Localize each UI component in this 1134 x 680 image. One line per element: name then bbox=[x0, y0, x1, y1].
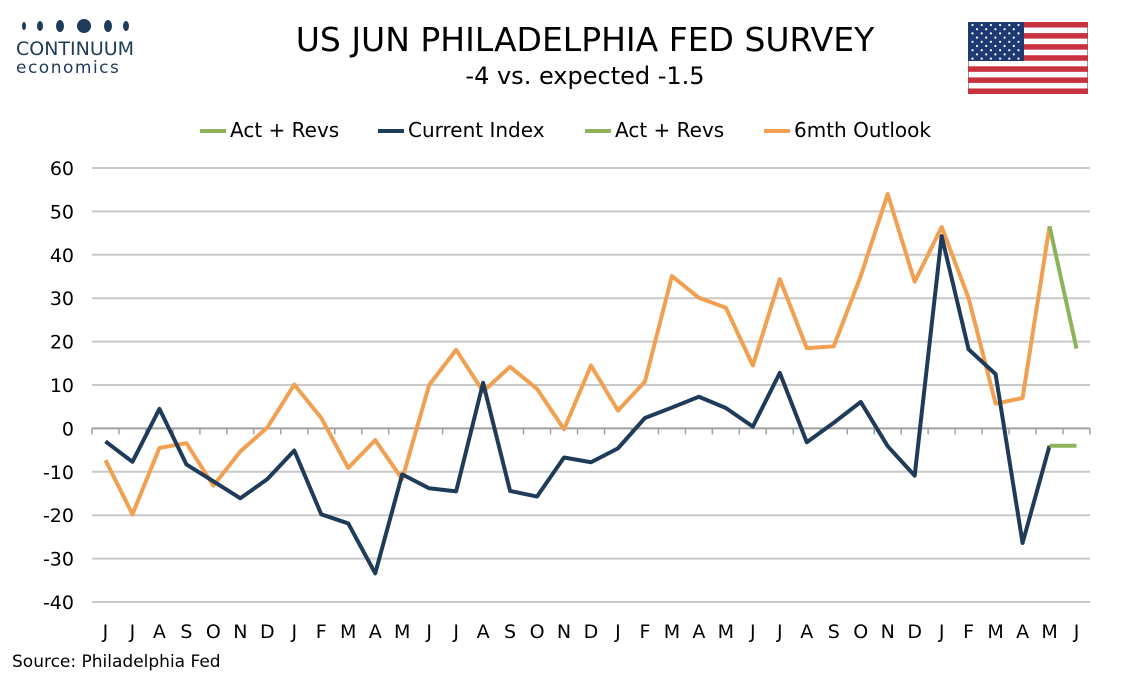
x-tick-label: O bbox=[206, 621, 221, 643]
x-tick-label: A bbox=[153, 621, 166, 643]
source-note: Source: Philadelphia Fed bbox=[12, 652, 221, 672]
x-tick-label: J bbox=[129, 621, 136, 643]
x-tick-label: F bbox=[639, 621, 650, 643]
logo-dots-icon bbox=[22, 19, 129, 33]
legend-swatch bbox=[200, 129, 226, 133]
legend-label: 6mth Outlook bbox=[794, 118, 931, 142]
brand-logo: CONTINUUM economics bbox=[12, 14, 142, 84]
x-tick-label: A bbox=[1016, 621, 1029, 643]
legend-swatch bbox=[585, 129, 611, 133]
x-tick-label: D bbox=[260, 621, 275, 643]
x-tick-label: S bbox=[828, 621, 840, 643]
y-tick-label: -30 bbox=[43, 549, 74, 571]
us-flag-icon bbox=[968, 22, 1088, 94]
x-tick-label: M bbox=[1041, 621, 1057, 643]
x-tick-label: M bbox=[340, 621, 356, 643]
x-tick-label: S bbox=[180, 621, 192, 643]
legend-label: Current Index bbox=[408, 118, 545, 142]
y-tick-label: 60 bbox=[50, 158, 74, 180]
x-tick-label: F bbox=[963, 621, 974, 643]
x-tick-label: A bbox=[369, 621, 382, 643]
y-tick-label: 50 bbox=[50, 201, 74, 223]
x-tick-label: A bbox=[800, 621, 813, 643]
y-tick-label: 40 bbox=[50, 245, 74, 267]
y-tick-label: 10 bbox=[50, 375, 74, 397]
x-tick-label: J bbox=[749, 621, 756, 643]
series-line-current-index bbox=[104, 234, 1052, 576]
x-tick-label: N bbox=[881, 621, 895, 643]
x-tick-label: A bbox=[692, 621, 705, 643]
chart-title: US JUN PHILADELPHIA FED SURVEY bbox=[295, 20, 875, 59]
y-tick-label: 30 bbox=[50, 288, 74, 310]
series-line-6mth-outlook bbox=[103, 192, 1052, 517]
x-tick-label: O bbox=[530, 621, 545, 643]
brand-sub: economics bbox=[16, 58, 121, 78]
brand-name: CONTINUUM bbox=[16, 38, 135, 60]
x-tick-label: M bbox=[987, 621, 1003, 643]
legend-label: Act + Revs bbox=[615, 118, 725, 142]
x-tick-label: S bbox=[504, 621, 516, 643]
y-tick-label: -10 bbox=[43, 462, 74, 484]
x-tick-label: M bbox=[718, 621, 734, 643]
legend-swatch bbox=[764, 129, 790, 133]
y-tick-label: -40 bbox=[43, 592, 74, 614]
chart-legend: Act + Revs Current Index Act + Revs 6mth Ou… bbox=[0, 116, 1134, 146]
y-tick-label: 0 bbox=[62, 418, 74, 440]
x-tick-label: J bbox=[452, 621, 459, 643]
x-tick-label: O bbox=[853, 621, 868, 643]
x-tick-label: N bbox=[557, 621, 571, 643]
legend-swatch bbox=[378, 129, 404, 133]
y-tick-label: -20 bbox=[43, 505, 74, 527]
chart-subtitle: -4 vs. expected -1.5 bbox=[465, 62, 705, 90]
x-tick-label: D bbox=[584, 621, 599, 643]
x-tick-label: D bbox=[907, 621, 922, 643]
x-tick-label: M bbox=[664, 621, 680, 643]
x-tick-label: J bbox=[938, 621, 945, 643]
x-tick-label: J bbox=[614, 621, 621, 643]
x-tick-label: J bbox=[776, 621, 783, 643]
x-tick-label: N bbox=[233, 621, 247, 643]
x-tick-label: J bbox=[290, 621, 297, 643]
y-tick-label: 20 bbox=[50, 332, 74, 354]
series-line-act-revs bbox=[1047, 225, 1079, 349]
x-tick-label: A bbox=[477, 621, 490, 643]
x-tick-label: J bbox=[102, 621, 109, 643]
x-tick-label: J bbox=[1073, 621, 1080, 643]
legend-label: Act + Revs bbox=[230, 118, 340, 142]
x-tick-label: F bbox=[316, 621, 327, 643]
x-tick-label: M bbox=[394, 621, 410, 643]
x-tick-label: J bbox=[425, 621, 432, 643]
